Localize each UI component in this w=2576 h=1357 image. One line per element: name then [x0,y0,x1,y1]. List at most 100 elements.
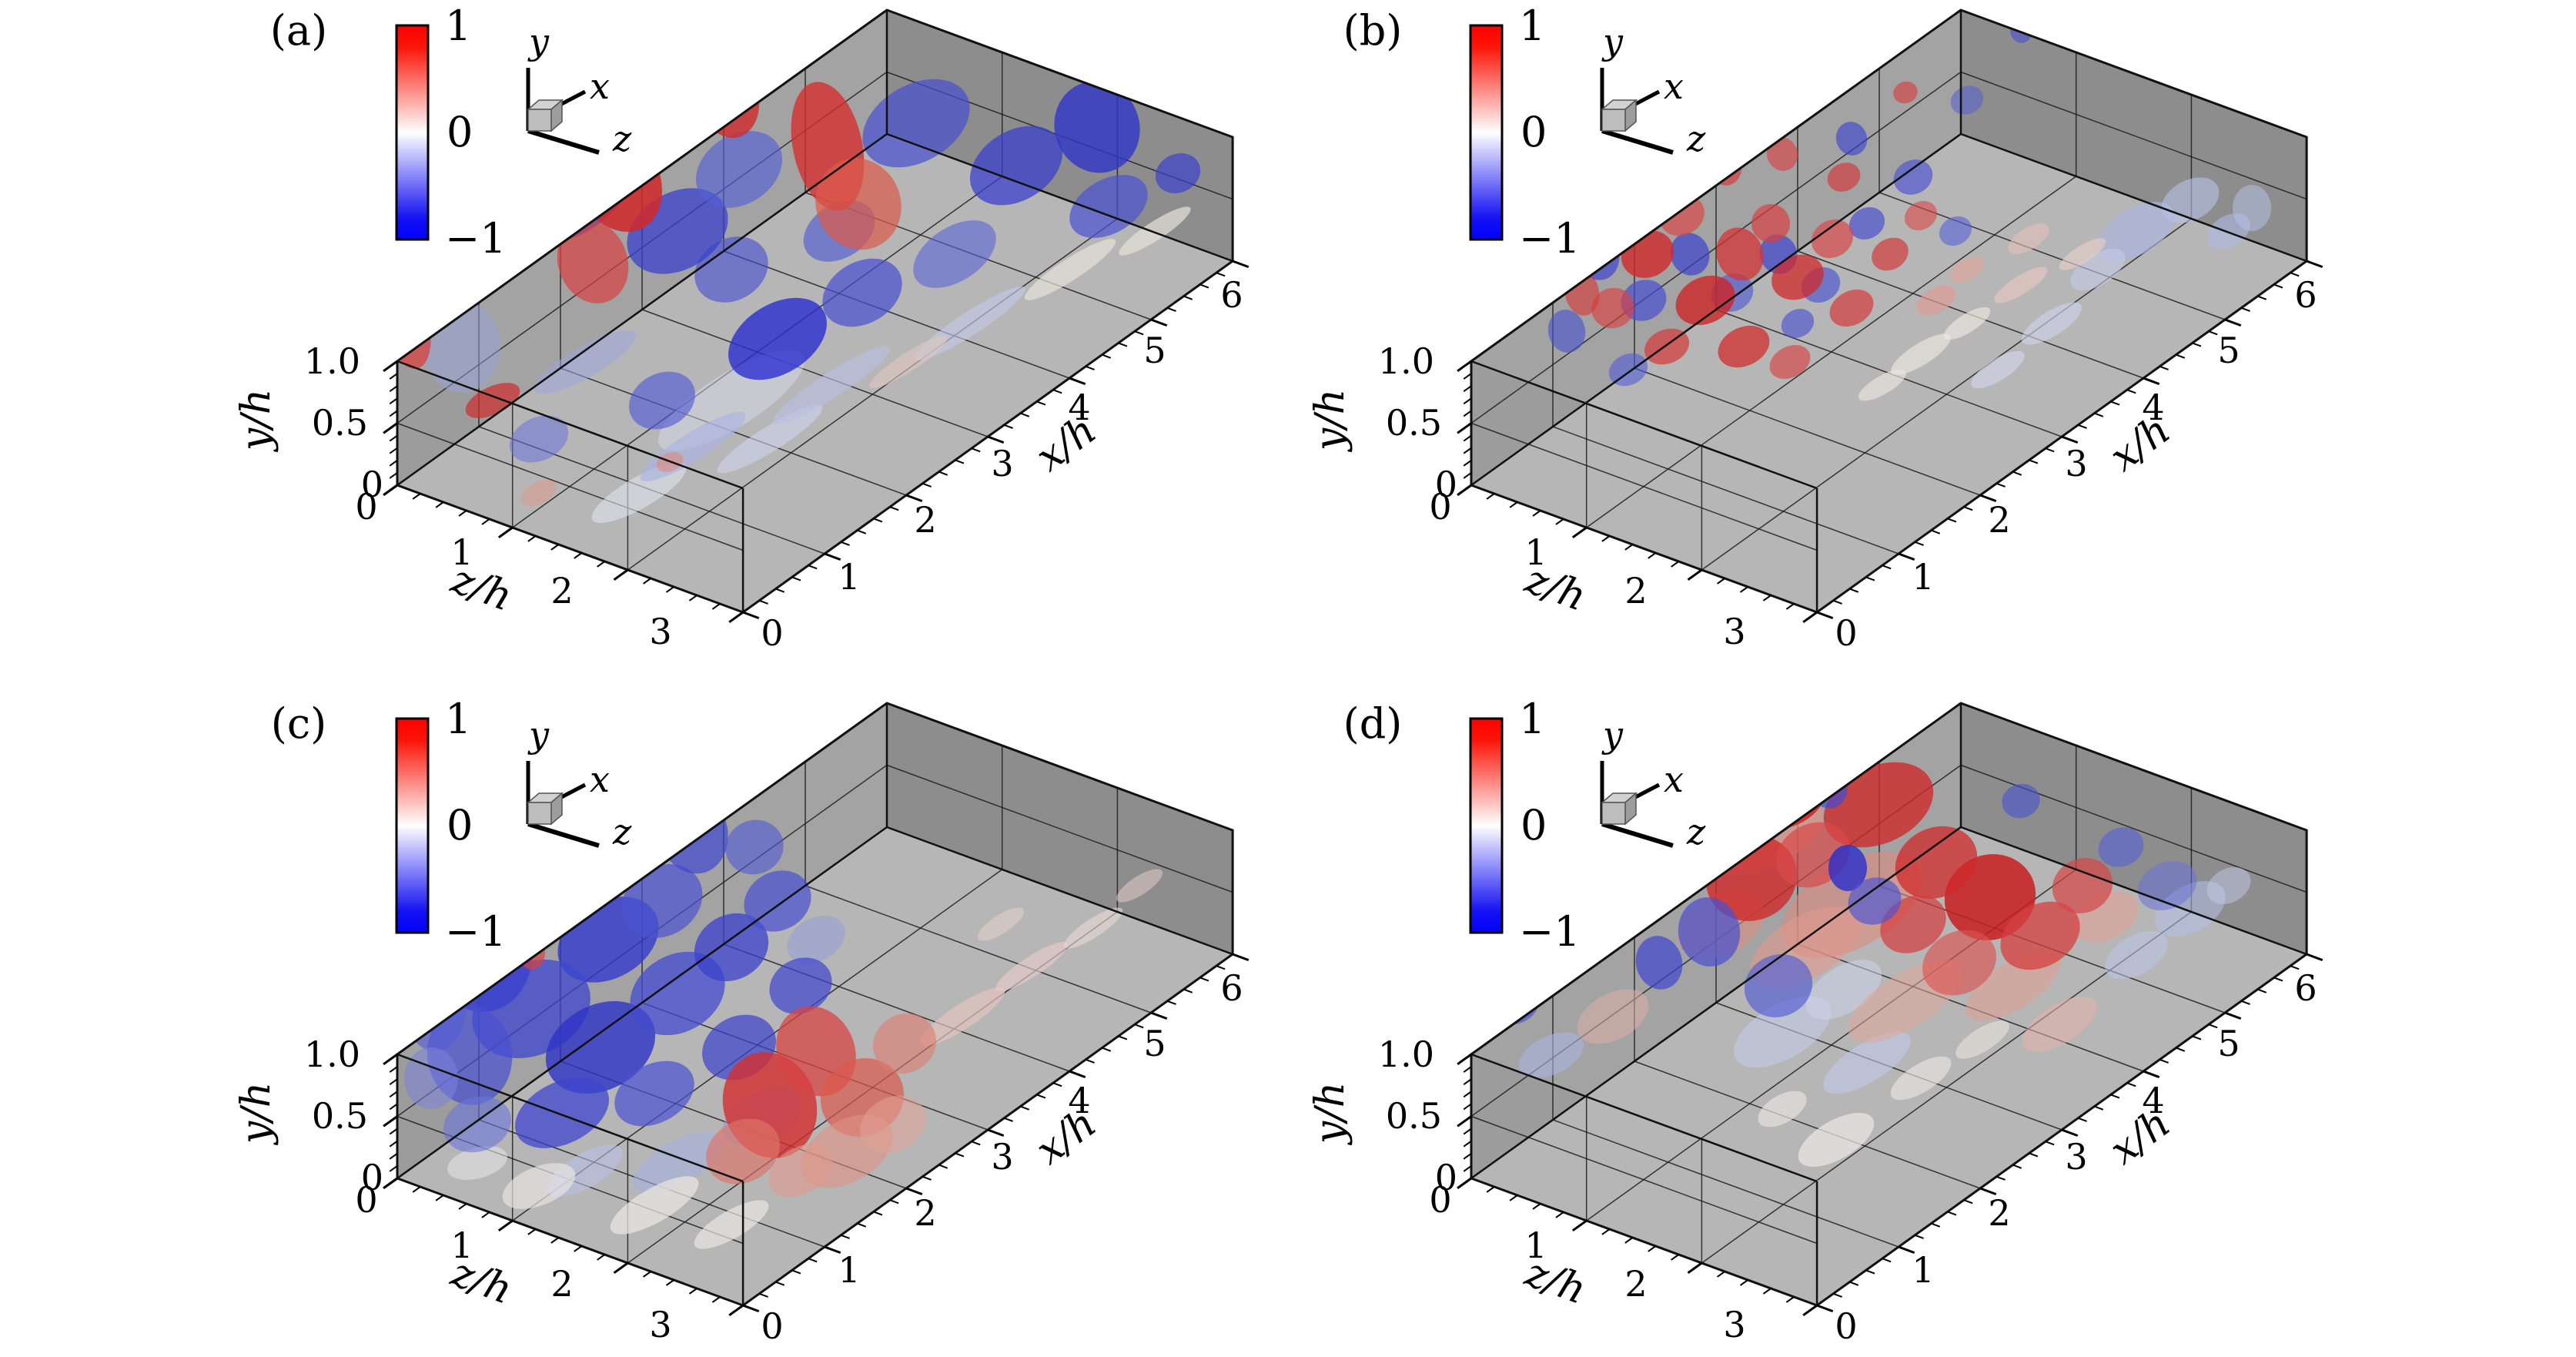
triad-label-y: y [527,21,550,62]
x-tick-mark [1963,506,1973,511]
x-tick-mark [1052,1082,1062,1087]
y-tick-mark [389,1091,398,1098]
z-tick-mark [1785,603,1795,610]
x-tick-mark [1085,1058,1095,1064]
z-tick-mark [1739,1279,1748,1286]
isosurface-blob [2206,867,2251,904]
axis-ticks [1457,260,2323,624]
x-tick-mark [2176,1047,2186,1052]
z-tick-label: 3 [649,1304,671,1345]
z-tick-mark [1785,1296,1795,1303]
y-axis-label: y/h [233,389,279,452]
y-tick-mark [389,1127,398,1135]
z-tick-mark [728,1304,744,1317]
isosurface-blob [769,957,832,1014]
y-tick-mark [389,459,398,467]
x-tick-label: 5 [2217,330,2240,371]
triad-z-axis-line [527,822,600,848]
x-tick-mark [873,518,883,523]
z-tick-label: 3 [1723,611,1745,652]
x-tick-mark [1979,494,1997,503]
x-tick-mark [758,1292,768,1298]
y-tick-mark [1457,422,1472,434]
y-tick-label: 1.0 [304,1034,360,1075]
z-tick-label: 1 [450,531,473,573]
colorbar-gradient [1469,24,1504,241]
y-tick-mark [383,360,398,373]
x-tick-mark [955,459,965,464]
floor-gridline [723,250,1070,379]
isosurface-blob [1718,325,1770,368]
floor-gridline [1552,1119,1899,1248]
x-tick-label: 4 [1068,1080,1090,1121]
x-tick-mark [1963,1199,1973,1205]
x-tick-mark [1865,1269,1875,1275]
x-tick-mark [2224,318,2242,327]
isosurface-blob [404,967,466,1051]
isosurface-blob [1823,762,1934,848]
y-tick-mark [1463,459,1472,467]
box-interior-edge [1960,826,2307,956]
y-tick-mark [389,1165,398,1172]
axis-ticks [1457,953,2323,1317]
z-tick-mark [1717,1271,1725,1278]
floor-gridline [805,885,1152,1014]
y-tick-mark [1457,360,1472,373]
y-tick-mark [1463,472,1472,479]
z-tick-mark [1532,1203,1541,1210]
x-tick-label: 0 [761,612,783,654]
z-tick-mark [728,611,744,624]
triad-label-z: z [612,811,632,853]
isosurface-blob [2098,827,2144,867]
z-tick-mark [643,578,651,585]
isosurface-blob [913,220,996,288]
y-tick-mark [389,1078,398,1086]
panel-label: (a) [270,6,327,55]
x-tick-mark [1085,365,1095,370]
x-tick-label: 4 [1068,387,1090,428]
z-tick-mark [1624,544,1634,551]
x-tick-mark [857,529,867,534]
z-tick-mark [1509,1194,1518,1201]
colorbar-tick-label: 1 [1519,2,1545,50]
colorbar-tick-label: −1 [1519,907,1581,956]
x-tick-mark [742,1304,760,1313]
x-tick-mark [1052,389,1062,394]
x-tick-mark [2029,1152,2039,1158]
y-tick-label: 0.5 [1386,1095,1442,1137]
isosurface-blob [822,258,902,327]
y-tick-mark [383,422,398,434]
panels-root: (a) 10−1yxz0123456012300.51.0x/hz/hy/h(b)… [233,2,2323,1347]
panel-label: (d) [1343,699,1403,748]
x-tick-mark [775,588,785,593]
colorbar-tick-label: 0 [1521,108,1547,156]
colorbar: 1 0 −1 [1469,695,1581,956]
x-tick-mark [2126,1082,2136,1087]
box-interior-edge [1470,132,1962,487]
floor-gridline [723,943,1070,1072]
x-tick-mark [922,1175,932,1181]
x-tick-mark [1232,260,1250,269]
triad-label-z: z [1686,118,1706,159]
isosurface-blob [1939,216,1972,246]
z-tick-mark [412,1186,421,1193]
floor-gridline [641,309,989,437]
isosurface-blob [1828,845,1867,891]
colorbar-tick-label: 1 [1519,695,1545,743]
x-tick-mark [938,1164,948,1169]
isosurface-blob [1943,307,1991,340]
box-interior-edge [396,484,744,614]
x-tick-mark [971,447,981,453]
y-tick-mark [389,373,398,380]
isosurface-blob [1747,59,1771,87]
x-tick-mark [1947,1211,1957,1216]
z-tick-mark [497,526,514,539]
x-tick-mark [889,1199,899,1205]
z-tick-mark [435,501,444,508]
z-tick-mark [688,1288,698,1295]
isosurface-blob [694,913,769,982]
isosurface-blob [1916,285,1956,316]
y-tick-mark [389,1103,398,1111]
